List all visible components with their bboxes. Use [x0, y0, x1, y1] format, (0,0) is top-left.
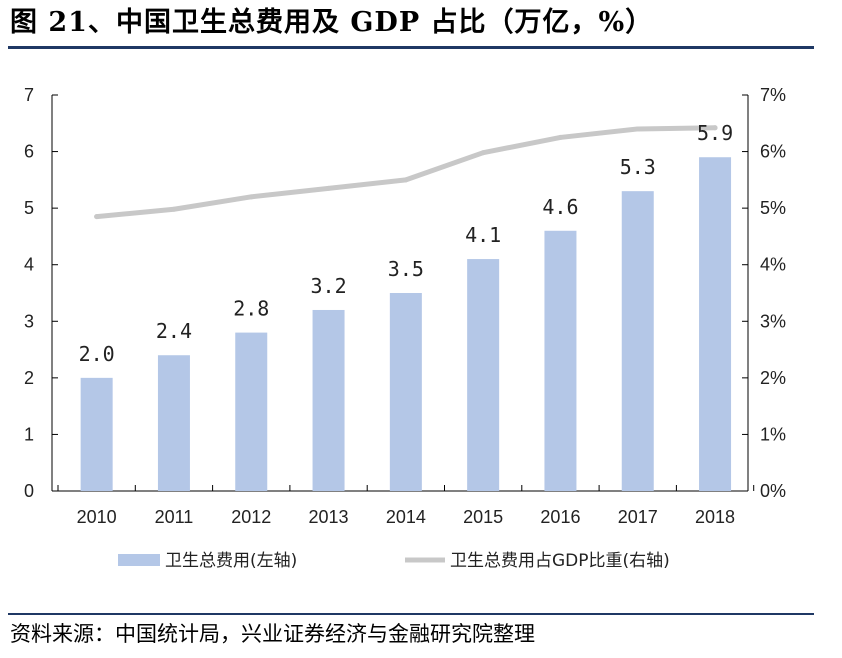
line-point — [635, 126, 641, 132]
line-point — [326, 185, 332, 191]
data-labels: 2.0 2.4 2.8 3.2 3.5 4.1 4.6 5.3 5.9 — [79, 121, 734, 366]
right-tick-label: 0% — [760, 481, 786, 501]
title-divider — [8, 46, 814, 49]
bar-series — [80, 157, 732, 491]
bar — [544, 230, 577, 491]
x-tick-label: 2015 — [463, 507, 503, 527]
legend-label-bar: 卫生总费用(左轴) — [165, 551, 297, 571]
bar-value-label: 5.9 — [697, 121, 733, 145]
bar — [699, 157, 732, 491]
left-tick-label: 3 — [24, 311, 34, 331]
right-tick-label: 4% — [760, 255, 786, 275]
line-point — [403, 177, 409, 183]
bar — [157, 355, 190, 491]
bar — [80, 377, 113, 491]
chart-title: 图 21、中国卫生总费用及 GDP 占比（万亿，%） — [10, 7, 654, 38]
line-point — [557, 134, 563, 140]
line-series — [94, 125, 718, 220]
right-tick-label: 5% — [760, 198, 786, 218]
x-tick-label: 2010 — [77, 507, 117, 527]
line-point — [94, 214, 100, 220]
x-tick-label: 2018 — [695, 507, 735, 527]
left-tick-label: 0 — [24, 481, 34, 501]
line-point — [712, 125, 718, 131]
bar — [621, 191, 654, 491]
line-point — [480, 150, 486, 156]
bar-value-label: 4.6 — [542, 195, 578, 219]
left-tick-label: 5 — [24, 198, 34, 218]
legend: 卫生总费用(左轴) 卫生总费用占GDP比重(右轴) — [118, 551, 670, 571]
right-tick-label: 3% — [760, 311, 786, 331]
line-point — [248, 194, 254, 200]
bar-value-label: 5.3 — [620, 155, 656, 179]
right-tick-label: 1% — [760, 424, 786, 444]
bar — [312, 309, 345, 491]
x-tick-label: 2016 — [540, 507, 580, 527]
left-tick-label: 6 — [24, 142, 34, 162]
chart-axes: 0 1 2 3 4 5 6 7 0% 1% 2% 3% 4% 5% 6% 7% 2010 2011 2012 2013… — [24, 85, 786, 527]
bar-value-label: 4.1 — [465, 223, 501, 247]
right-tick-label: 6% — [760, 142, 786, 162]
bar — [389, 293, 422, 491]
source-note: 资料来源：中国统计局，兴业证券经济与金融研究院整理 — [10, 622, 535, 646]
bar-value-label: 2.4 — [156, 319, 192, 343]
x-tick-label: 2011 — [155, 507, 194, 527]
right-tick-label: 2% — [760, 368, 786, 388]
x-tick-label: 2013 — [309, 507, 349, 527]
left-tick-label: 2 — [24, 368, 34, 388]
bar — [467, 259, 500, 491]
left-tick-label: 4 — [24, 255, 34, 275]
legend-swatch-bar — [118, 554, 160, 566]
x-tick-label: 2017 — [618, 507, 658, 527]
line-point — [171, 206, 177, 212]
bar-value-label: 2.8 — [233, 297, 269, 321]
legend-label-line: 卫生总费用占GDP比重(右轴) — [450, 551, 670, 571]
x-tick-label: 2012 — [231, 507, 271, 527]
chart: 0 1 2 3 4 5 6 7 0% 1% 2% 3% 4% 5% 6% 7% 2010 2011 2012 2013… — [24, 85, 786, 571]
left-tick-label: 1 — [24, 424, 34, 444]
bar-value-label: 3.5 — [388, 257, 424, 281]
bar-value-label: 2.0 — [79, 342, 115, 366]
bar — [235, 332, 268, 491]
bar-value-label: 3.2 — [310, 274, 346, 298]
left-tick-label: 7 — [24, 85, 34, 105]
footer-divider — [8, 613, 814, 615]
x-tick-label: 2014 — [386, 507, 426, 527]
right-tick-label: 7% — [760, 85, 786, 105]
